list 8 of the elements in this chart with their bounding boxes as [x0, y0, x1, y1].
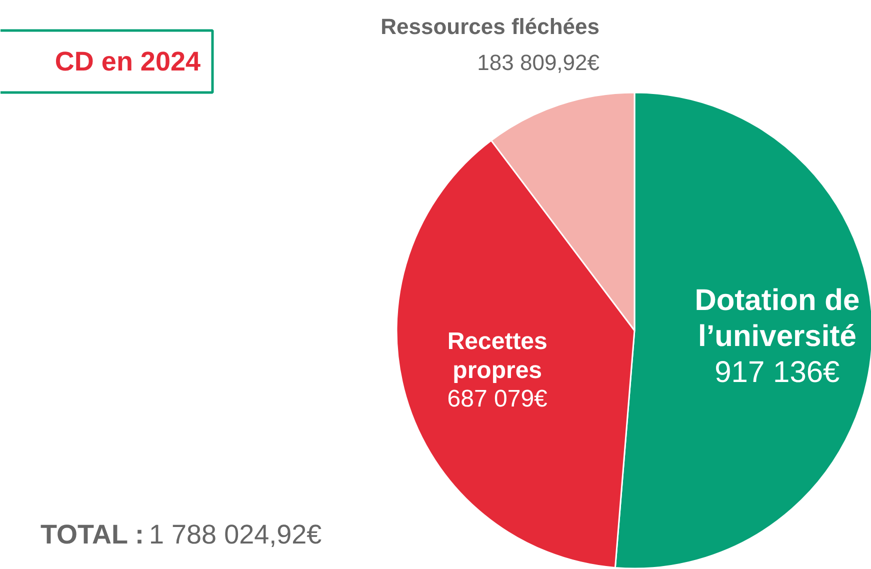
data-label: 917 136€: [714, 356, 840, 389]
slice-label: Ressources fléchées: [380, 14, 600, 39]
data-label: 687 079€: [447, 386, 548, 413]
text: CD en 2024: [54, 46, 201, 76]
slice-label: Dotation de l’université: [694, 284, 860, 353]
data-label: 183 809,92€: [477, 50, 600, 75]
text: TOTAL : 1 788 024,92€: [40, 520, 322, 550]
slice-label: Recettes propres: [447, 328, 548, 384]
